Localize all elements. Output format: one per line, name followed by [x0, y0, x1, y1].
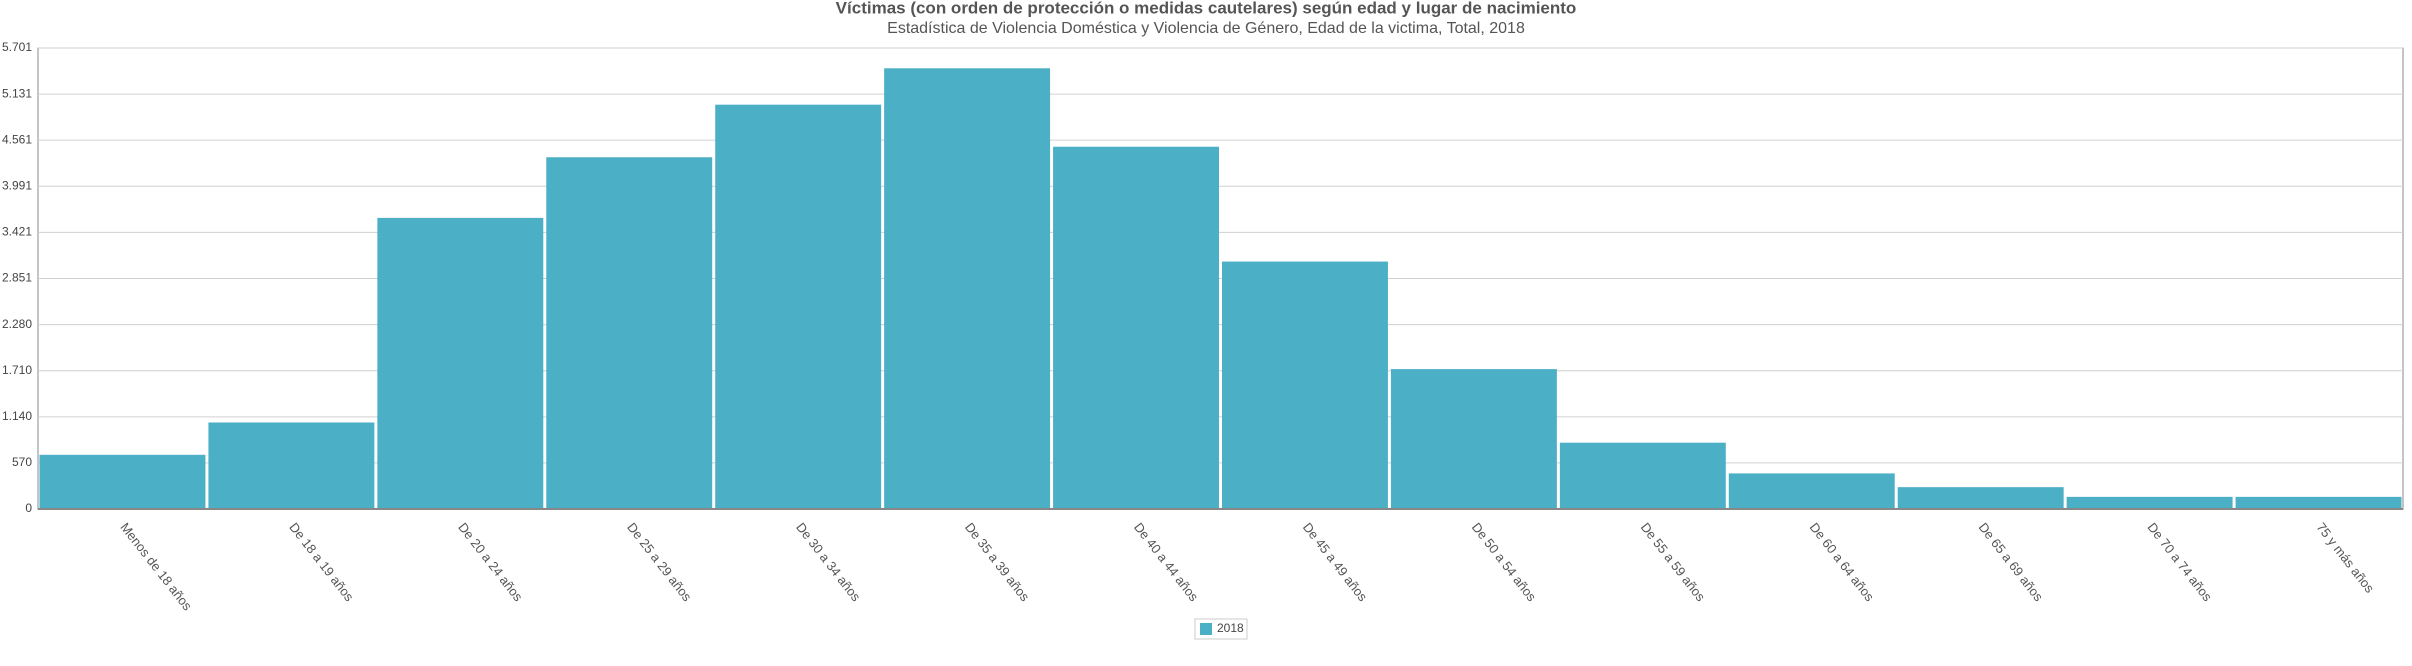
y-tick-label: 570 — [12, 455, 32, 469]
y-tick-label: 0 — [25, 501, 32, 515]
x-tick-label: De 50 a 54 años — [1469, 520, 1540, 605]
bar — [1053, 146, 1219, 509]
bar — [884, 68, 1051, 509]
bar — [546, 157, 713, 510]
x-tick-label: De 65 a 69 años — [1976, 520, 2047, 605]
y-tick-label: 5.131 — [2, 86, 32, 100]
x-tick-label: De 35 a 39 años — [962, 520, 1033, 605]
bar — [1390, 369, 1557, 509]
x-tick-label: De 70 a 74 años — [2145, 520, 2216, 605]
y-tick-label: 2.280 — [2, 317, 32, 331]
y-tick-label: 3.421 — [2, 225, 32, 239]
chart-title: Víctimas (con orden de protección o medi… — [836, 0, 1577, 17]
bar — [39, 454, 206, 509]
x-tick-label: De 30 a 34 años — [793, 520, 864, 605]
x-tick-label: De 20 a 24 años — [455, 520, 526, 605]
y-tick-label: 1.140 — [2, 409, 32, 423]
y-tick-label: 2.851 — [2, 271, 32, 285]
x-tick-label: De 18 a 19 años — [286, 520, 357, 605]
bar — [2066, 496, 2233, 509]
bar — [377, 217, 544, 509]
y-tick-label: 4.561 — [2, 132, 32, 146]
legend-swatch — [1200, 623, 1212, 635]
x-tick-label: De 55 a 59 años — [1638, 520, 1709, 605]
bar — [1897, 487, 2064, 509]
y-tick-label: 1.710 — [2, 363, 32, 377]
bar — [1559, 442, 1726, 509]
legend-label: 2018 — [1217, 621, 1244, 635]
bar — [2235, 496, 2402, 509]
bar — [1728, 473, 1895, 509]
x-tick-label: De 25 a 29 años — [624, 520, 695, 605]
x-tick-label: De 40 a 44 años — [1131, 520, 1202, 605]
bar — [208, 422, 375, 509]
y-tick-label: 5.701 — [2, 40, 32, 54]
x-tick-label: Menos de 18 años — [117, 520, 195, 614]
chart-subtitle: Estadística de Violencia Doméstica y Vio… — [887, 20, 1525, 37]
bar — [1222, 261, 1388, 509]
x-tick-label: De 60 a 64 años — [1807, 520, 1878, 605]
x-tick-label: 75 y más años — [2313, 520, 2377, 596]
bar — [715, 104, 882, 509]
y-tick-label: 3.991 — [2, 178, 32, 192]
x-tick-label: De 45 a 49 años — [1300, 520, 1371, 605]
